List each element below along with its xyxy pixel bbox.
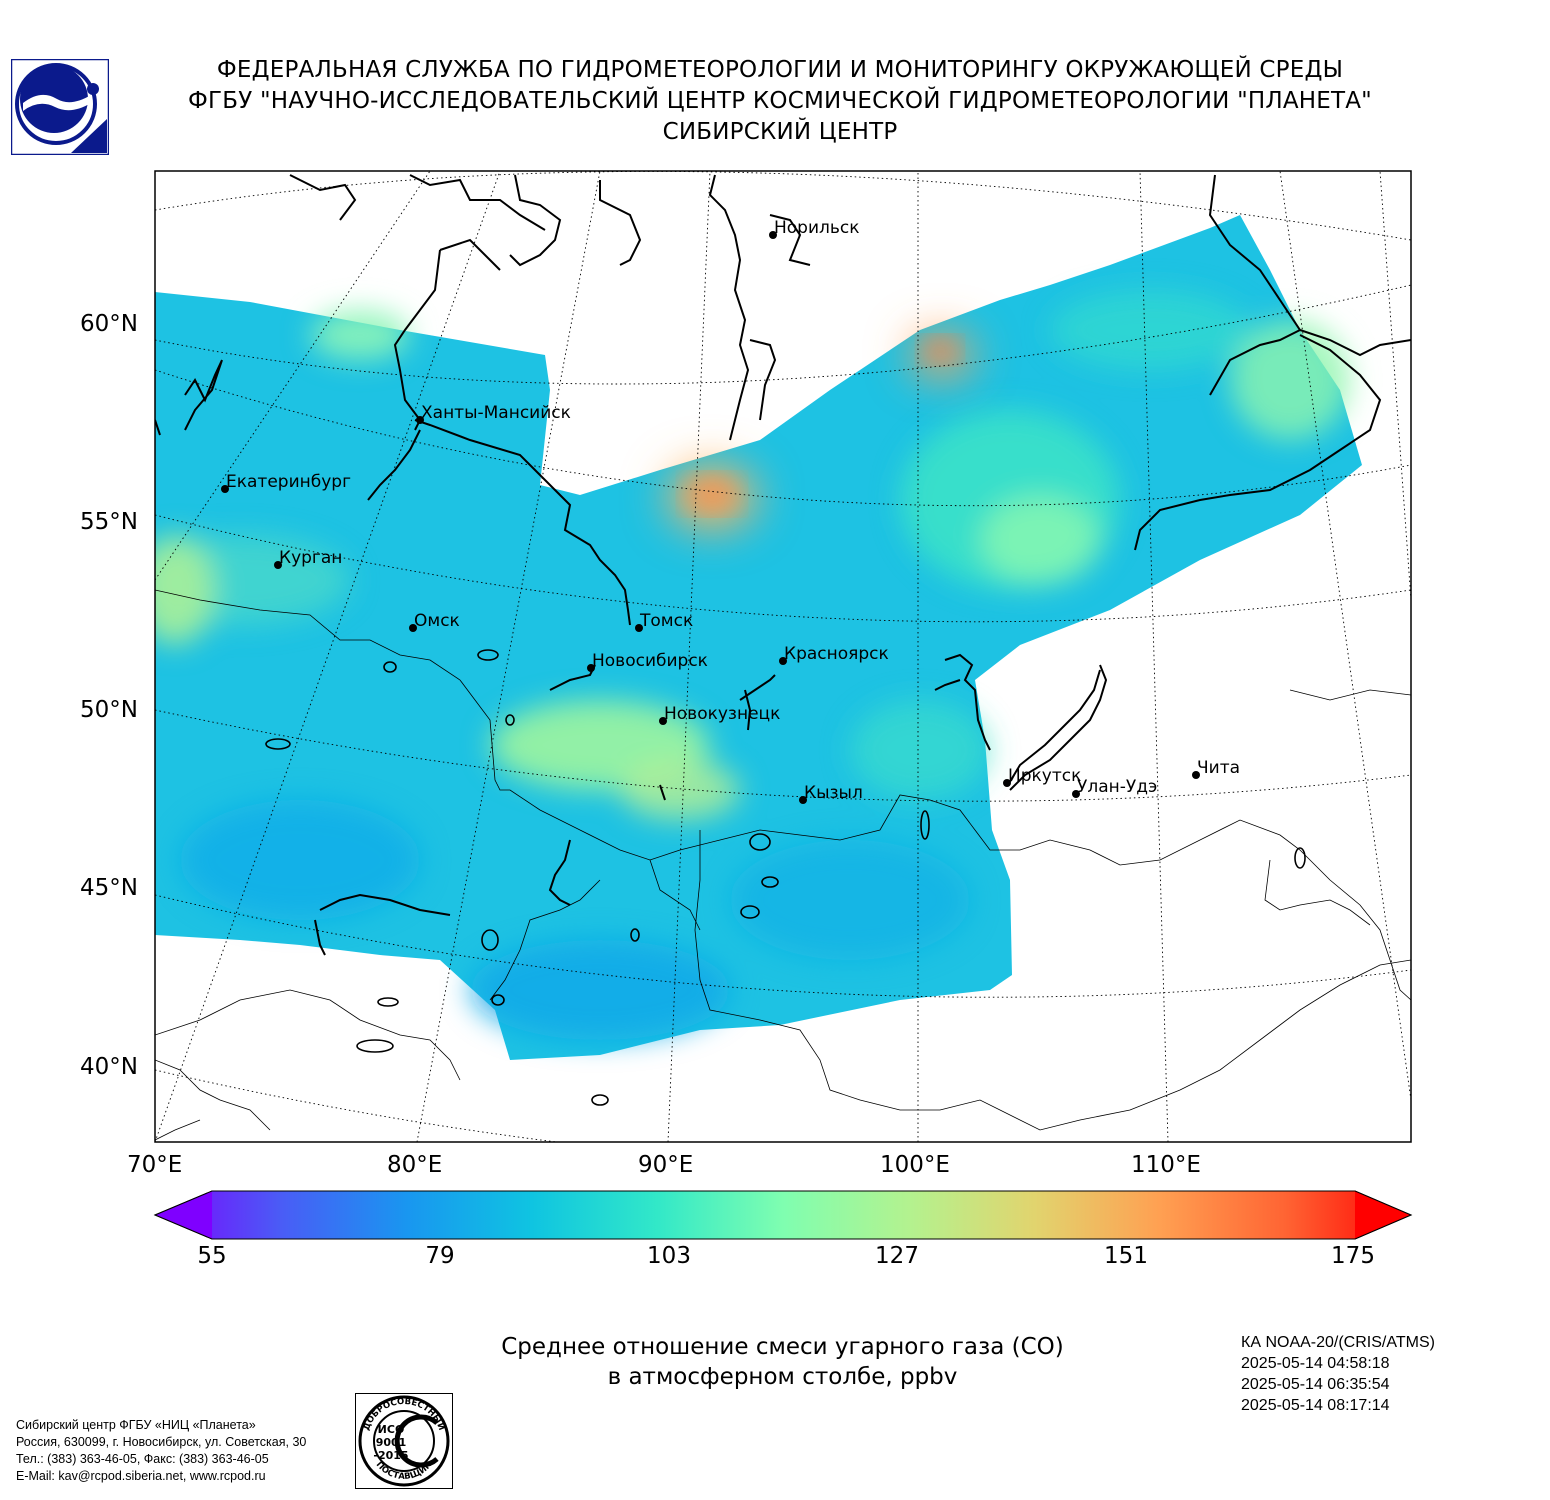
pass-time: 2025-05-14 04:58:18	[1241, 1355, 1390, 1372]
city-8: Красноярск	[779, 644, 889, 665]
city-label: Томск	[639, 611, 693, 631]
city-label: Иркутск	[1008, 766, 1081, 786]
city-dot	[1072, 790, 1080, 798]
colorbar-tick: 175	[1331, 1243, 1375, 1269]
city-11: Иркутск	[1003, 766, 1081, 787]
city-label: Красноярск	[784, 644, 889, 664]
city-3: Екатеринбург	[221, 472, 351, 493]
lon-label-70: 70°E	[127, 1152, 183, 1178]
city-dot	[274, 561, 282, 569]
header-line3: СИБИРСКИЙ ЦЕНТР	[662, 119, 898, 145]
co-variations	[155, 290, 1350, 1040]
city-markers: Норильск Ханты-Мансийск Екатеринбург Курган…	[221, 218, 1240, 804]
map-frame	[154, 170, 1412, 1143]
contact-line4: E-Mail: kav@rcpod.siberia.net, www.rcpod…	[16, 1469, 266, 1483]
iso-line1: ИСО	[378, 1423, 405, 1436]
map-area: Норильск Ханты-Мансийск Екатеринбург Курган…	[80, 170, 1413, 1240]
iso-stamp: ДОБРОСОВЕСТНЫЙ ПОСТАВЩИК ИСО 9001 -2015	[355, 1393, 453, 1489]
city-dot	[1003, 779, 1011, 787]
city-dot	[779, 657, 787, 665]
city-4: Курган	[274, 548, 342, 569]
city-7: Новосибирск	[587, 651, 708, 672]
lat-label-50: 50°N	[80, 697, 138, 723]
city-13: Чита	[1192, 758, 1240, 779]
city-label: Норильск	[774, 218, 860, 238]
lat-label-40: 40°N	[80, 1054, 138, 1080]
lat-label-60: 60°N	[80, 311, 138, 337]
colorbar-tick: 79	[425, 1243, 455, 1269]
city-label: Омск	[414, 611, 460, 631]
lat-label-55: 55°N	[80, 509, 138, 535]
lat-label-45: 45°N	[80, 875, 138, 901]
pass-time: 2025-05-14 08:17:14	[1241, 1397, 1390, 1414]
contact-info: Сибирский центр ФГБУ «НИЦ «Планета» Росс…	[16, 1417, 306, 1485]
lon-label-110: 110°E	[1131, 1152, 1201, 1178]
city-1: Норильск	[769, 218, 860, 239]
colorbar-ticks: 55 79 103 127 151 175	[0, 1243, 1550, 1273]
city-dot	[416, 416, 424, 424]
city-2: Ханты-Мансийск	[416, 403, 571, 424]
city-10: Кызыл	[799, 783, 863, 804]
city-dot	[635, 624, 643, 632]
caption-line2: в атмосферном столбе, ppbv	[607, 1364, 958, 1390]
header-line1: ФЕДЕРАЛЬНАЯ СЛУЖБА ПО ГИДРОМЕТЕОРОЛОГИИ …	[216, 57, 1344, 83]
lon-label-80: 80°E	[387, 1152, 443, 1178]
city-6: Томск	[635, 611, 693, 632]
city-dot	[659, 717, 667, 725]
colorbar-min-extend	[155, 1191, 212, 1239]
city-dot	[221, 485, 229, 493]
city-dot	[799, 796, 807, 804]
map-caption: Среднее отношение смеси угарного газа (C…	[400, 1332, 1165, 1392]
city-dot	[409, 624, 417, 632]
city-label: Курган	[279, 548, 342, 568]
contact-line1: Сибирский центр ФГБУ «НИЦ «Планета»	[16, 1418, 256, 1432]
header: ФЕДЕРАЛЬНАЯ СЛУЖБА ПО ГИДРОМЕТЕОРОЛОГИИ …	[130, 55, 1430, 148]
colorbar-bar	[153, 1190, 1413, 1240]
city-label: Улан-Удэ	[1077, 777, 1157, 797]
contact-line2: Россия, 630099, г. Новосибирск, ул. Сове…	[16, 1435, 307, 1449]
data-layer	[155, 171, 1411, 1142]
satellite-name: КА NOAA-20/(CRIS/ATMS)	[1241, 1334, 1435, 1351]
lakes	[265, 649, 1306, 1106]
city-9: Новокузнецк	[659, 704, 780, 725]
satellite-info: КА NOAA-20/(CRIS/ATMS) 2025-05-14 04:58:…	[1241, 1332, 1435, 1416]
iso-line2: 9001	[376, 1436, 407, 1449]
roshydromet-logo	[10, 58, 110, 156]
colorbar-tick: 103	[647, 1243, 691, 1269]
rivers-coast	[155, 174, 1411, 956]
caption-line1: Среднее отношение смеси угарного газа (C…	[501, 1334, 1064, 1360]
graticule	[155, 171, 1411, 1142]
city-label: Новокузнецк	[664, 704, 780, 724]
lon-label-100: 100°E	[880, 1152, 950, 1178]
iso-line3: -2015	[373, 1449, 408, 1462]
city-12: Улан-Удэ	[1072, 777, 1157, 798]
colorbar	[153, 1190, 1413, 1240]
header-line2: ФГБУ "НАУЧНО-ИССЛЕДОВАТЕЛЬСКИЙ ЦЕНТР КОС…	[188, 88, 1372, 114]
city-label: Чита	[1197, 758, 1240, 778]
colorbar-tick: 55	[197, 1243, 227, 1269]
pass-time: 2025-05-14 06:35:54	[1241, 1376, 1390, 1393]
map-svg: Норильск Ханты-Мансийск Екатеринбург Курган…	[153, 170, 1413, 1240]
city-label: Екатеринбург	[226, 472, 351, 492]
city-dot	[769, 231, 777, 239]
borders	[155, 589, 1411, 1141]
colorbar-max-extend	[1355, 1191, 1411, 1239]
city-dot	[1192, 771, 1200, 779]
lon-label-90: 90°E	[638, 1152, 694, 1178]
colorbar-tick: 127	[875, 1243, 919, 1269]
city-dot	[587, 664, 595, 672]
colorbar-tick: 151	[1104, 1243, 1148, 1269]
contact-line3: Тел.: (383) 363-46-05, Факс: (383) 363-4…	[16, 1452, 269, 1466]
city-label: Ханты-Мансийск	[421, 403, 571, 423]
city-5: Омск	[409, 611, 460, 632]
city-label: Кызыл	[804, 783, 863, 803]
city-label: Новосибирск	[592, 651, 708, 671]
